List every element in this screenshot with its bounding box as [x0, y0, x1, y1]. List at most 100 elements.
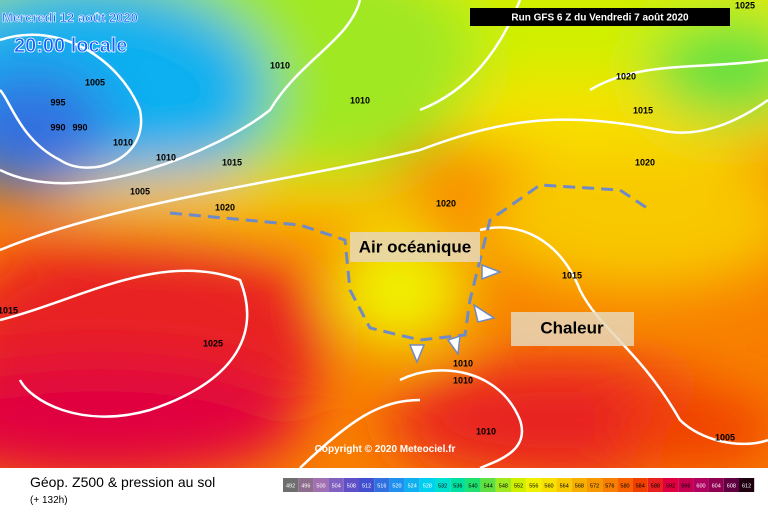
field: [0, 0, 768, 468]
legend-value: 496: [301, 483, 310, 489]
legend-value: 540: [468, 483, 477, 489]
isobar-label: 1010: [113, 137, 133, 147]
run-box: [470, 8, 730, 26]
isobar-label: 1010: [453, 358, 473, 368]
legend-swatch: [404, 478, 420, 492]
legend-swatch: [389, 478, 405, 492]
legend-swatch: [480, 478, 496, 492]
legend-swatch: [617, 478, 633, 492]
legend-value: 500: [316, 483, 325, 489]
legend-value: 596: [681, 483, 690, 489]
arrows: [408, 263, 503, 364]
legend-value: 504: [332, 483, 341, 489]
legend-value: 524: [408, 483, 417, 489]
legend-swatch: [313, 478, 329, 492]
legend-value: 580: [620, 483, 629, 489]
legend-swatch: [678, 478, 694, 492]
isobar-label: 995: [50, 97, 65, 107]
legend-swatch: [541, 478, 557, 492]
legend-value: 544: [484, 483, 493, 489]
legend-value: 584: [636, 483, 645, 489]
isobar-label: 1005: [130, 186, 150, 196]
legend-value: 556: [529, 483, 538, 489]
local-time: 20:00 locale: [14, 35, 127, 57]
legend-swatch: [708, 478, 724, 492]
legend-value: 512: [362, 483, 371, 489]
isobars: [0, 0, 768, 468]
heat-box: [511, 312, 634, 346]
isobar-label: 1010: [350, 95, 370, 105]
legend-swatch: [511, 478, 527, 492]
legend-swatch: [526, 478, 542, 492]
isobar-label: 1005: [85, 77, 105, 87]
legend-swatch: [359, 478, 375, 492]
isobar-label: 1020: [436, 198, 456, 208]
legend-value: 528: [423, 483, 432, 489]
legend-swatch: [602, 478, 618, 492]
legend-swatch: [556, 478, 572, 492]
legend-swatch: [587, 478, 603, 492]
isobar-label: 1005: [715, 432, 735, 442]
legend-swatch: [663, 478, 679, 492]
isobar-label: 1015: [0, 305, 18, 315]
legend-swatch: [374, 478, 390, 492]
legend-value: 576: [605, 483, 614, 489]
legend-value: 552: [514, 483, 523, 489]
legend-value: 536: [453, 483, 462, 489]
legend-swatch: [647, 478, 663, 492]
legend-value: 520: [392, 483, 401, 489]
ocean-air-label: Air océanique: [359, 237, 471, 256]
isobar-label: 1010: [476, 426, 496, 436]
isobar-label: 1010: [270, 60, 290, 70]
copyright: Copyright © 2020 Meteociel.fr: [315, 444, 456, 455]
isobar-label: 1020: [616, 71, 636, 81]
legend-swatch: [495, 478, 511, 492]
legend-value: 572: [590, 483, 599, 489]
legend-value: 612: [742, 483, 751, 489]
legend-value: 532: [438, 483, 447, 489]
legend-swatch: [632, 478, 648, 492]
legend-swatch: [435, 478, 451, 492]
isobar-label: 1010: [156, 152, 176, 162]
legend-value: 564: [560, 483, 569, 489]
footer-title: Géop. Z500 & pression au sol: [30, 474, 215, 490]
ocean-air-box: [350, 232, 480, 262]
legend-swatch: [465, 478, 481, 492]
heat-label: Chaleur: [540, 318, 604, 337]
legend-swatch: [739, 478, 755, 492]
legend-value: 588: [651, 483, 660, 489]
isobar-label: 1015: [562, 270, 582, 280]
legend-swatch: [298, 478, 314, 492]
isobar-label: 1020: [215, 202, 235, 212]
legend-swatch: [328, 478, 344, 492]
isobar-label: 1010: [453, 375, 473, 385]
isobar-label: 990: [72, 122, 87, 132]
isobar-label: 1025: [203, 338, 223, 348]
legend-swatch: [723, 478, 739, 492]
legend-swatch: [343, 478, 359, 492]
legend-swatch: [283, 478, 299, 492]
legend-value: 608: [727, 483, 736, 489]
isobar-label: 990: [50, 122, 65, 132]
isobar-label: 1020: [635, 157, 655, 167]
legend-value: 492: [286, 483, 295, 489]
legend-value: 592: [666, 483, 675, 489]
isobar-label: 1015: [222, 157, 242, 167]
legend-value: 548: [499, 483, 508, 489]
valid-date: Mercredi 12 août 2020: [2, 10, 138, 25]
legend-swatch: [571, 478, 587, 492]
isobar-label: 1015: [633, 105, 653, 115]
legend-value: 508: [347, 483, 356, 489]
footer-lead: (+ 132h): [30, 495, 68, 506]
legend-value: 600: [696, 483, 705, 489]
isobar-label: 1025: [735, 0, 755, 10]
legend-swatch: [450, 478, 466, 492]
legend-value: 568: [575, 483, 584, 489]
legend-swatch: [693, 478, 709, 492]
legend-value: 604: [712, 483, 721, 489]
air-boundary: [169, 183, 651, 342]
legend-swatch: [419, 478, 435, 492]
legend-value: 516: [377, 483, 386, 489]
